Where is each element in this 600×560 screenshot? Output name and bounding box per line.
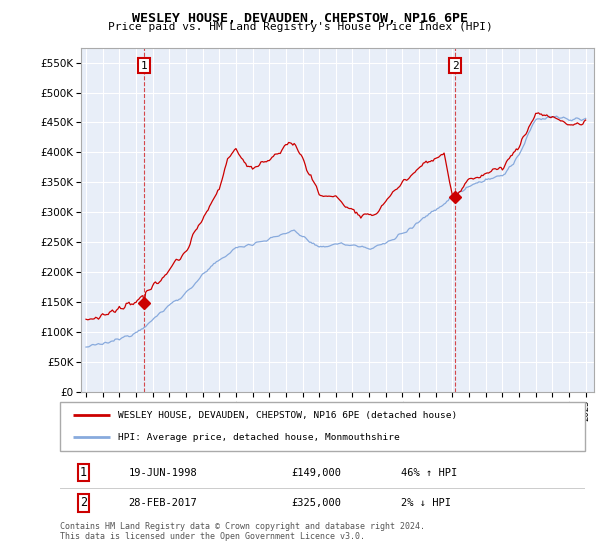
- Text: WESLEY HOUSE, DEVAUDEN, CHEPSTOW, NP16 6PE (detached house): WESLEY HOUSE, DEVAUDEN, CHEPSTOW, NP16 6…: [118, 411, 457, 420]
- Text: 46% ↑ HPI: 46% ↑ HPI: [401, 468, 458, 478]
- Text: 1: 1: [80, 466, 87, 479]
- Text: 28-FEB-2017: 28-FEB-2017: [128, 498, 197, 508]
- Text: Contains HM Land Registry data © Crown copyright and database right 2024.
This d: Contains HM Land Registry data © Crown c…: [60, 522, 425, 542]
- Text: £325,000: £325,000: [291, 498, 341, 508]
- Text: 2% ↓ HPI: 2% ↓ HPI: [401, 498, 451, 508]
- Text: 2: 2: [452, 60, 458, 71]
- Text: 2: 2: [80, 496, 87, 510]
- Text: £149,000: £149,000: [291, 468, 341, 478]
- Text: 1: 1: [141, 60, 148, 71]
- FancyBboxPatch shape: [60, 402, 585, 451]
- Text: Price paid vs. HM Land Registry's House Price Index (HPI): Price paid vs. HM Land Registry's House …: [107, 22, 493, 32]
- Text: WESLEY HOUSE, DEVAUDEN, CHEPSTOW, NP16 6PE: WESLEY HOUSE, DEVAUDEN, CHEPSTOW, NP16 6…: [132, 12, 468, 25]
- Text: 19-JUN-1998: 19-JUN-1998: [128, 468, 197, 478]
- Text: HPI: Average price, detached house, Monmouthshire: HPI: Average price, detached house, Monm…: [118, 432, 400, 441]
